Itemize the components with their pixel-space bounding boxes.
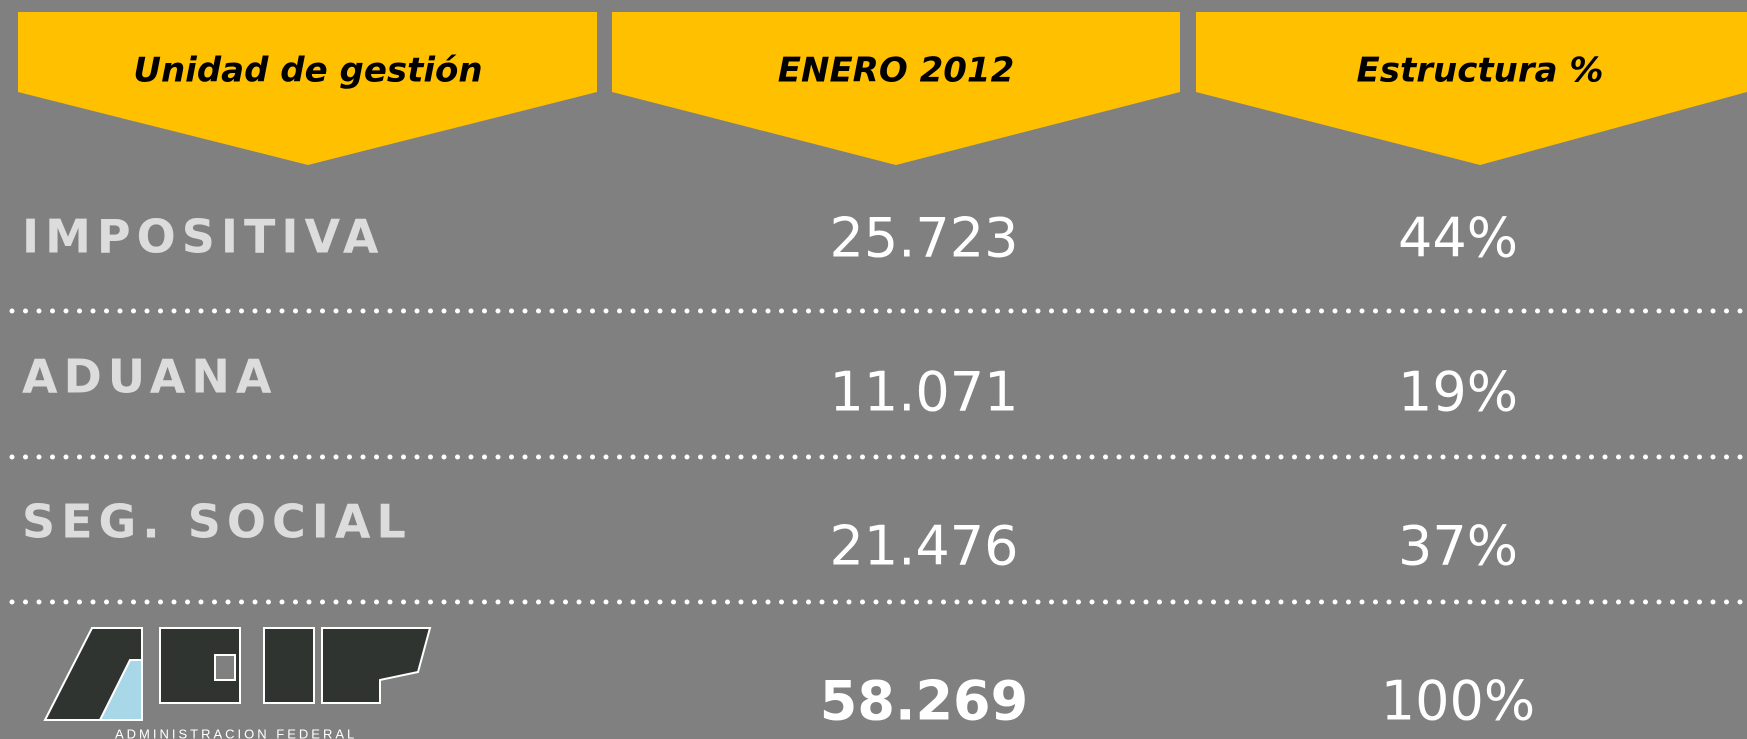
total-cell: 100% [1381, 670, 1535, 733]
logo-p [321, 627, 432, 704]
header-cell: ENERO 2012 [778, 51, 1014, 91]
cell: 21.476 [830, 515, 1019, 578]
cell: 11.071 [830, 361, 1019, 424]
row-label: ADUANA [22, 350, 277, 404]
logo-f-gap [214, 654, 236, 681]
row-label: SEG. SOCIAL [22, 495, 412, 549]
cell: 37% [1398, 515, 1518, 578]
header-chevron [612, 12, 1180, 165]
cell: 44% [1398, 207, 1518, 270]
logo-caption: ADMINISTRACION FEDERAL [115, 726, 357, 739]
header-cell: Unidad de gestión [133, 51, 482, 91]
row-label: IMPOSITIVA [22, 210, 385, 264]
logo-a-accent [98, 659, 143, 721]
cell: 19% [1398, 361, 1518, 424]
header-cell: Estructura % [1357, 51, 1604, 91]
cell: 25.723 [830, 207, 1019, 270]
logo [43, 627, 432, 721]
total-cell: 58.269 [820, 670, 1028, 733]
header-chevron [18, 12, 597, 165]
logo-i [263, 627, 315, 704]
header-chevron [1196, 12, 1747, 165]
